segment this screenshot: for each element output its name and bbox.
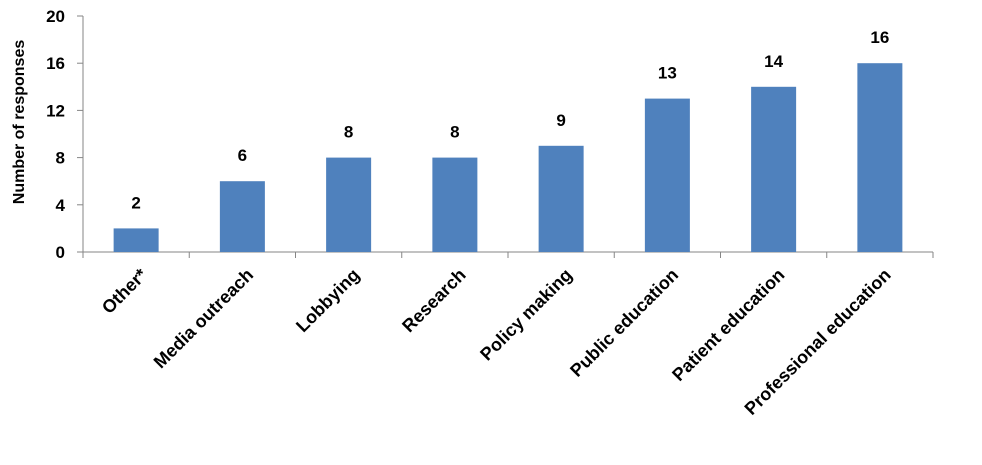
- data-label: 14: [764, 52, 783, 71]
- bar: [538, 145, 584, 252]
- x-axis: [82, 251, 934, 258]
- bar: [644, 98, 690, 252]
- bar: [857, 63, 903, 253]
- category-label: Media outreach: [150, 265, 258, 373]
- data-label: 8: [344, 123, 353, 142]
- y-axis: 0 4 8 12 16 20: [46, 7, 84, 262]
- category-label: Research: [398, 265, 469, 336]
- category-label: Patient education: [668, 265, 788, 385]
- bar: [113, 228, 159, 252]
- category-labels: Other*Media outreach Lobbying Research Poli…: [98, 265, 895, 419]
- category-label: Lobbying: [292, 265, 363, 336]
- bar: [751, 86, 797, 252]
- category-label: Public education: [566, 265, 682, 381]
- bar: [432, 157, 478, 252]
- y-axis-title: Number of responses: [11, 40, 28, 205]
- data-label: 13: [658, 64, 677, 83]
- bar-series: [113, 63, 903, 253]
- y-tick-label: 20: [46, 7, 65, 26]
- bar: [326, 157, 372, 252]
- data-label: 8: [450, 123, 459, 142]
- y-tick-label: 4: [56, 196, 66, 215]
- y-tick-label: 16: [46, 54, 65, 73]
- bar: [219, 181, 265, 252]
- data-labels: 2 6 8 8 9 13 14 16: [131, 28, 889, 212]
- data-label: 2: [131, 193, 140, 212]
- y-tick-label: 0: [56, 243, 65, 262]
- data-label: 6: [238, 146, 247, 165]
- category-label: Other*: [98, 265, 151, 318]
- category-label: Policy making: [476, 265, 576, 365]
- y-tick-label: 8: [56, 149, 65, 168]
- y-tick-label: 12: [46, 101, 65, 120]
- data-label: 9: [556, 111, 565, 130]
- data-label: 16: [870, 28, 889, 47]
